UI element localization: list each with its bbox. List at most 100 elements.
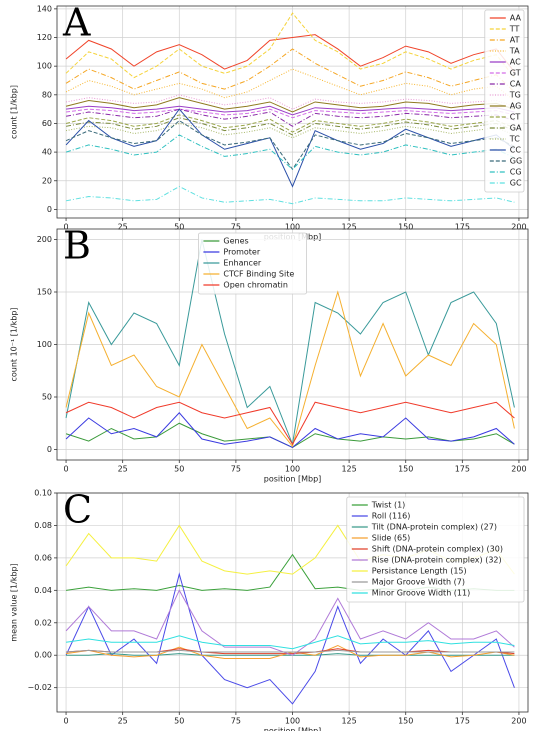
panel-letter: B — [63, 224, 91, 268]
legend-label: Enhancer — [223, 259, 261, 268]
panel-letter: C — [63, 488, 92, 532]
x-tick-label: 25 — [118, 223, 128, 232]
legend-label: AG — [510, 102, 522, 111]
data-line — [65, 12, 515, 79]
x-tick-label: 25 — [118, 465, 128, 474]
legend-label: Genes — [223, 237, 248, 246]
x-tick-label: 200 — [511, 465, 526, 474]
data-line — [65, 97, 515, 113]
y-tick-label: 120 — [37, 33, 52, 42]
legend-label: Tilt (DNA-protein complex) (27) — [371, 523, 497, 532]
legend-label: CG — [510, 168, 522, 177]
data-line — [65, 122, 515, 139]
data-line — [65, 114, 515, 133]
x-axis-label: position [Mbp] — [264, 727, 322, 731]
data-line — [65, 34, 515, 73]
legend-label: TC — [509, 135, 520, 144]
y-tick-label: 200 — [37, 235, 52, 244]
y-tick-label: 80 — [42, 90, 52, 99]
data-line — [65, 572, 515, 705]
y-tick-label: 100 — [37, 62, 52, 71]
legend-label: Roll (116) — [372, 512, 411, 521]
legend-label: TG — [509, 91, 521, 100]
panel: 0 25 50 75 100 125 150 175 200 −0.02 0.00 0.02 0.04 0… — [10, 488, 529, 731]
x-tick-label: 125 — [341, 465, 356, 474]
legend-box — [197, 232, 307, 295]
legend-label: CC — [510, 146, 522, 155]
data-line — [65, 108, 515, 119]
x-tick-label: 150 — [398, 223, 413, 232]
y-tick-label: 100 — [37, 340, 52, 349]
panel: 0 25 50 75 100 125 150 175 200 0 50 100 150 200 positi… — [10, 224, 529, 484]
legend-label: AA — [510, 14, 522, 23]
legend-label: GA — [510, 124, 522, 133]
legend-box — [484, 9, 525, 193]
data-line — [65, 108, 515, 127]
y-axis-label: mean value [1/kbp] — [10, 563, 19, 641]
plot-frame — [56, 228, 529, 461]
legend-label: Shift (DNA-protein complex) (30) — [372, 545, 503, 554]
y-tick-label: 0.08 — [34, 521, 52, 530]
x-tick-label: 25 — [118, 717, 128, 726]
legend-label: CA — [510, 80, 522, 89]
y-tick-label: 150 — [37, 288, 52, 297]
x-tick-label: 0 — [64, 717, 69, 726]
x-tick-label: 175 — [455, 465, 470, 474]
data-line — [65, 412, 515, 448]
x-tick-label: 175 — [455, 223, 470, 232]
y-tick-label: 0.00 — [34, 651, 52, 660]
x-tick-label: 100 — [285, 465, 300, 474]
y-tick-label: 50 — [42, 393, 52, 402]
legend-label: Rise (DNA-protein complex) (32) — [372, 556, 502, 565]
y-tick-label: 60 — [42, 119, 52, 128]
x-tick-label: 0 — [64, 223, 69, 232]
x-axis-label: position [Mbp] — [264, 475, 322, 484]
plot-frame — [56, 5, 529, 219]
data-line — [65, 185, 515, 205]
legend-label: TA — [509, 47, 520, 56]
y-tick-label: 40 — [42, 148, 52, 157]
y-axis-label: count 10⁻¹ [1/kbp] — [10, 307, 19, 381]
x-tick-label: 150 — [398, 717, 413, 726]
y-tick-label: 0 — [47, 205, 52, 214]
y-tick-label: 0.04 — [34, 586, 52, 595]
y-tick-label: 0 — [47, 445, 52, 454]
legend-label: CT — [510, 113, 521, 122]
data-line — [65, 401, 515, 446]
x-tick-label: 50 — [174, 223, 184, 232]
legend-label: Slide (65) — [372, 534, 411, 543]
x-tick-label: 50 — [174, 465, 184, 474]
data-line — [65, 589, 515, 656]
data-line — [66, 649, 515, 653]
x-tick-label: 125 — [341, 223, 356, 232]
legend-label: AC — [510, 58, 521, 67]
x-tick-label: 175 — [455, 717, 470, 726]
x-tick-label: 125 — [341, 717, 356, 726]
data-line — [65, 290, 515, 448]
panel: 0 25 50 75 100 125 150 175 200 0 20 40 60 80 100 120 140… — [10, 1, 529, 242]
legend-label: Major Groove Width (7) — [372, 578, 465, 587]
legend-label: GT — [510, 69, 521, 78]
data-line — [65, 134, 515, 170]
y-tick-label: 0.06 — [34, 553, 52, 562]
x-tick-label: 75 — [231, 223, 241, 232]
legend-label: Open chromatin — [223, 281, 288, 290]
x-tick-label: 75 — [231, 465, 241, 474]
y-tick-label: 0.10 — [34, 489, 52, 498]
x-tick-label: 50 — [174, 717, 184, 726]
legend-label: AT — [510, 36, 520, 45]
plot-frame — [56, 492, 529, 713]
legend-label: TT — [509, 25, 520, 34]
data-line — [65, 635, 515, 650]
data-line — [65, 117, 515, 136]
y-tick-label: 0.02 — [34, 618, 52, 627]
y-axis-label: count [1/kbp] — [10, 85, 19, 139]
x-tick-label: 0 — [64, 465, 69, 474]
legend-label: GG — [510, 157, 522, 166]
legend-label: GC — [510, 179, 522, 188]
data-line — [65, 108, 515, 188]
y-tick-label: 20 — [42, 176, 52, 185]
panel-letter: A — [62, 1, 91, 45]
x-tick-label: 200 — [511, 223, 526, 232]
